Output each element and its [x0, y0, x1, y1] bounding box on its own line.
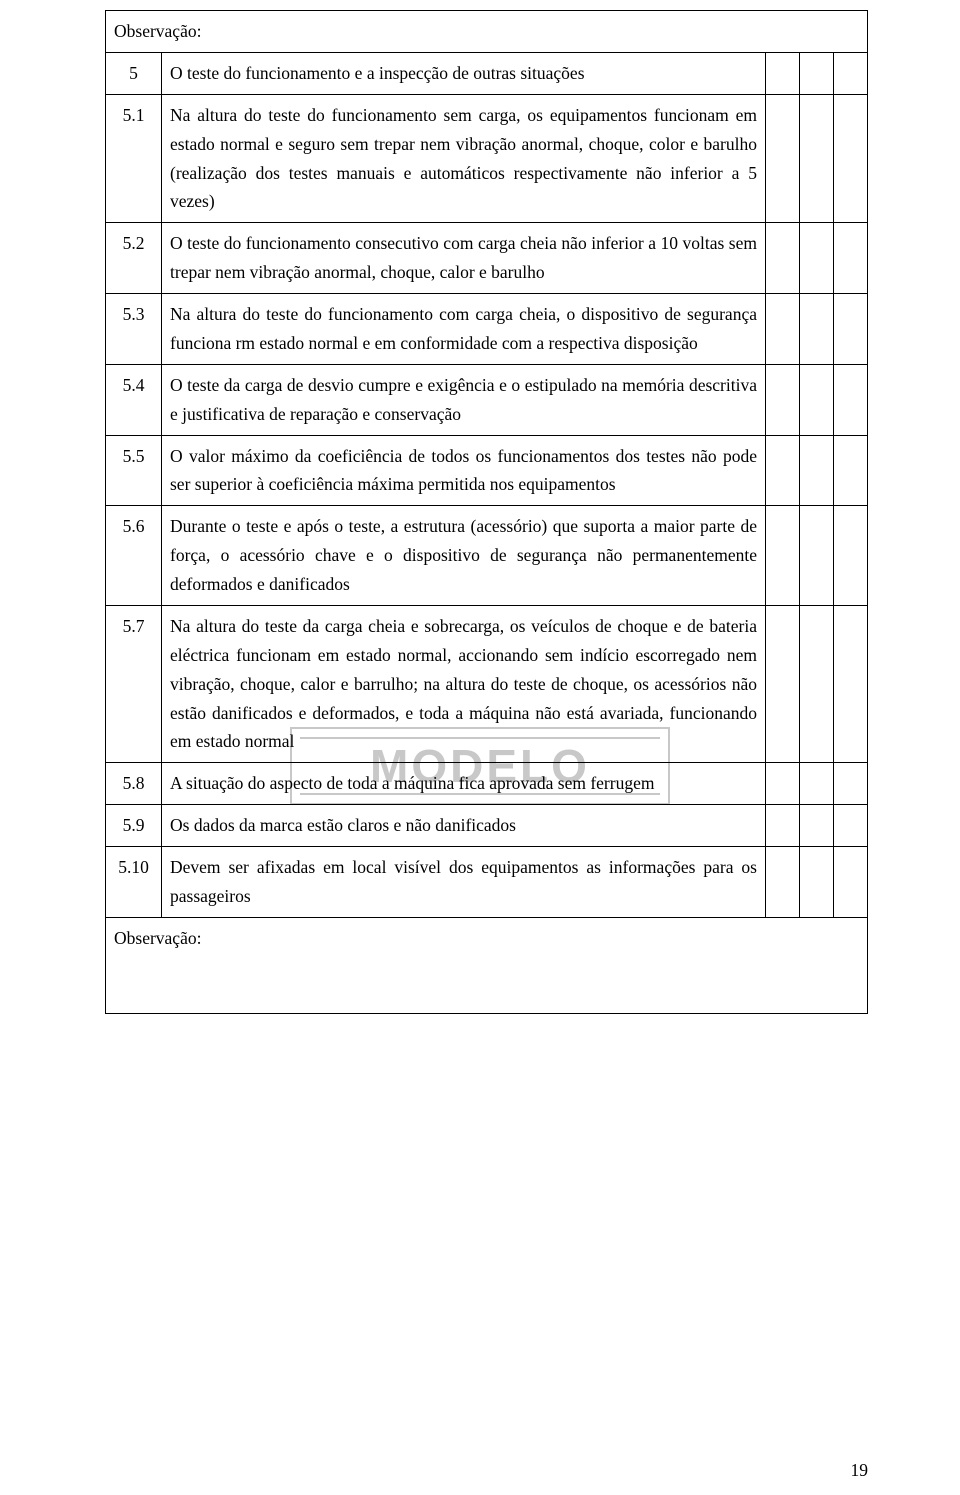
row-number: 5.2 — [106, 223, 162, 294]
table-row: 5.9 Os dados da marca estão claros e não… — [106, 805, 868, 847]
row-number: 5.7 — [106, 605, 162, 762]
check-cell — [765, 364, 799, 435]
check-cell — [799, 605, 833, 762]
row-text: Devem ser afixadas em local visível dos … — [162, 847, 766, 918]
row-number: 5.5 — [106, 435, 162, 506]
row-number: 5 — [106, 52, 162, 94]
row-text: Na altura do teste do funcionamento com … — [162, 294, 766, 365]
observation-header: Observação: — [106, 11, 868, 53]
check-cell — [833, 364, 867, 435]
row-number: 5.8 — [106, 763, 162, 805]
row-text: Durante o teste e após o teste, a estrut… — [162, 506, 766, 606]
check-cell — [799, 364, 833, 435]
check-cell — [833, 805, 867, 847]
inspection-table: Observação: 5 O teste do funcionamento e… — [105, 10, 868, 1014]
table-row: 5.3 Na altura do teste do funcionamento … — [106, 294, 868, 365]
observation-header-row: Observação: — [106, 11, 868, 53]
check-cell — [833, 605, 867, 762]
check-cell — [799, 223, 833, 294]
check-cell — [833, 52, 867, 94]
row-text: Na altura do teste do funcionamento sem … — [162, 94, 766, 223]
observation-footer: Observação: — [106, 917, 868, 1013]
row-number: 5.3 — [106, 294, 162, 365]
check-cell — [799, 805, 833, 847]
table-row: 5.10 Devem ser afixadas em local visível… — [106, 847, 868, 918]
check-cell — [833, 847, 867, 918]
check-cell — [833, 294, 867, 365]
check-cell — [799, 294, 833, 365]
check-cell — [799, 94, 833, 223]
row-number: 5.10 — [106, 847, 162, 918]
check-cell — [833, 506, 867, 606]
table-row: 5.1 Na altura do teste do funcionamento … — [106, 94, 868, 223]
check-cell — [799, 506, 833, 606]
check-cell — [765, 435, 799, 506]
row-number: 5.4 — [106, 364, 162, 435]
table-row: 5.4 O teste da carga de desvio cumpre e … — [106, 364, 868, 435]
check-cell — [765, 805, 799, 847]
check-cell — [833, 763, 867, 805]
check-cell — [799, 847, 833, 918]
row-number: 5.1 — [106, 94, 162, 223]
table-row: 5.5 O valor máximo da coeficiência de to… — [106, 435, 868, 506]
table-row: 5.8 A situação do aspecto de toda a máqu… — [106, 763, 868, 805]
check-cell — [765, 52, 799, 94]
check-cell — [833, 223, 867, 294]
check-cell — [833, 435, 867, 506]
page-number: 19 — [851, 1460, 869, 1481]
check-cell — [765, 506, 799, 606]
observation-footer-row: Observação: — [106, 917, 868, 1013]
check-cell — [833, 94, 867, 223]
check-cell — [765, 223, 799, 294]
check-cell — [765, 605, 799, 762]
row-text: O teste do funcionamento e a inspecção d… — [162, 52, 766, 94]
row-number: 5.6 — [106, 506, 162, 606]
check-cell — [799, 52, 833, 94]
check-cell — [799, 763, 833, 805]
check-cell — [765, 763, 799, 805]
table-row: 5.6 Durante o teste e após o teste, a es… — [106, 506, 868, 606]
table-row: 5.7 Na altura do teste da carga cheia e … — [106, 605, 868, 762]
table-row: 5 O teste do funcionamento e a inspecção… — [106, 52, 868, 94]
row-text: O teste da carga de desvio cumpre e exig… — [162, 364, 766, 435]
row-text: O teste do funcionamento consecutivo com… — [162, 223, 766, 294]
row-text: Os dados da marca estão claros e não dan… — [162, 805, 766, 847]
row-number: 5.9 — [106, 805, 162, 847]
row-text: Na altura do teste da carga cheia e sobr… — [162, 605, 766, 762]
row-text: A situação do aspecto de toda a máquina … — [162, 763, 766, 805]
row-text: O valor máximo da coeficiência de todos … — [162, 435, 766, 506]
check-cell — [765, 94, 799, 223]
check-cell — [799, 435, 833, 506]
check-cell — [765, 847, 799, 918]
table-row: 5.2 O teste do funcionamento consecutivo… — [106, 223, 868, 294]
check-cell — [765, 294, 799, 365]
